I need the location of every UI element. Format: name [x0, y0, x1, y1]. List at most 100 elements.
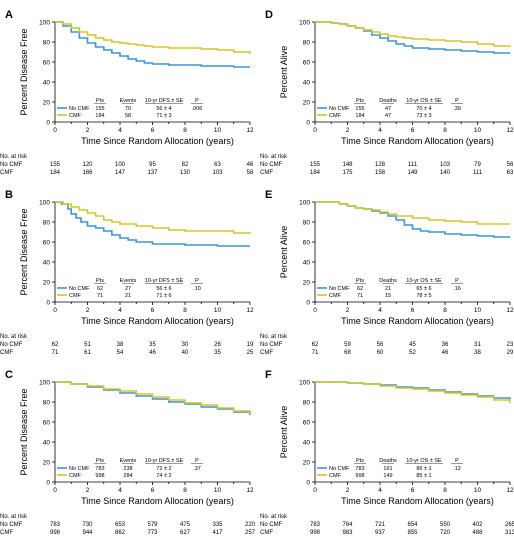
y-tick-label: 60 — [303, 240, 311, 247]
stats-cell: 149 — [383, 473, 392, 479]
stats-header: 10-yr DFS ± SE — [145, 278, 184, 284]
legend-label: CMF — [69, 113, 82, 119]
km-curve-cmf — [55, 381, 251, 414]
stats-cell: 56 ± 6 — [156, 286, 171, 292]
risk-value: 998 — [310, 530, 321, 536]
stats-header: P — [455, 458, 459, 464]
x-tick-label: 0 — [53, 487, 57, 494]
x-tick-label: 6 — [411, 307, 415, 314]
risk-value: 155 — [50, 162, 61, 168]
y-axis-label: Percent Disease Free — [19, 388, 29, 475]
x-axis-label: Time Since Random Allocation (years) — [81, 496, 234, 506]
stats-cell: 21 — [385, 286, 391, 292]
risk-value: 46 — [247, 162, 254, 168]
legend-label: CMF — [329, 293, 342, 299]
x-tick-label: 12 — [246, 127, 254, 134]
risk-value: 51 — [84, 342, 91, 348]
risk-row-label: No CMF — [260, 342, 283, 348]
risk-row-label: CMF — [0, 530, 13, 536]
stats-cell: 184 — [355, 113, 364, 119]
risk-value: 720 — [440, 530, 451, 536]
y-tick-label: 100 — [299, 200, 310, 207]
stats-cell: 56 ± 4 — [156, 106, 171, 112]
x-tick-label: 4 — [118, 127, 122, 134]
km-curve-cmf — [315, 381, 511, 403]
risk-value: 265 — [505, 522, 514, 528]
legend-label: CMF — [329, 113, 342, 119]
panel-letter: F — [265, 369, 272, 381]
x-tick-label: 12 — [246, 307, 254, 314]
x-tick-label: 2 — [346, 487, 350, 494]
x-tick-label: 6 — [411, 127, 415, 134]
risk-value: 783 — [310, 522, 321, 528]
legend-label: No CMF — [69, 466, 90, 472]
legend-label: No CMF — [69, 286, 90, 292]
stats-cell: .39 — [453, 106, 461, 112]
risk-value: 56 — [507, 162, 514, 168]
y-tick-label: 0 — [46, 300, 50, 307]
risk-value: 120 — [82, 162, 93, 168]
legend-label: CMF — [69, 473, 82, 479]
risk-value: 148 — [342, 162, 353, 168]
x-tick-label: 6 — [411, 487, 415, 494]
x-tick-label: 0 — [313, 487, 317, 494]
stats-cell: 161 — [383, 466, 392, 472]
legend-label: No CMF — [329, 466, 350, 472]
risk-value: 54 — [117, 350, 124, 356]
km-curve-cmf — [55, 21, 251, 54]
risk-value: 654 — [407, 522, 418, 528]
stats-header: Pts — [96, 278, 104, 284]
x-tick-label: 0 — [53, 307, 57, 314]
stats-cell: .37 — [193, 466, 201, 472]
risk-value: 59 — [344, 342, 351, 348]
x-tick-label: 2 — [346, 307, 350, 314]
km-curve-no-cmf — [55, 381, 251, 415]
risk-value: 103 — [440, 162, 451, 168]
x-tick-label: 8 — [183, 487, 187, 494]
stats-header: Pts — [96, 98, 104, 104]
stats-cell: 86 ± 1 — [416, 466, 431, 472]
stats-header: Deaths — [379, 98, 397, 104]
stats-cell: 65 ± 6 — [416, 286, 431, 292]
x-tick-label: 0 — [53, 127, 57, 134]
x-tick-label: 6 — [151, 307, 155, 314]
x-tick-label: 12 — [506, 487, 514, 494]
legend-label: CMF — [329, 473, 342, 479]
km-curve-cmf — [55, 201, 251, 234]
risk-value: 38 — [474, 350, 481, 356]
stats-header: 10-yr OS ± SE — [406, 98, 442, 104]
risk-value: 60 — [377, 350, 384, 356]
risk-value: 68 — [344, 350, 351, 356]
stats-cell: 783 — [355, 466, 364, 472]
risk-value: 579 — [147, 522, 158, 528]
risk-value: 773 — [147, 530, 158, 536]
risk-row-label: CMF — [260, 170, 273, 176]
risk-value: 550 — [440, 522, 451, 528]
legend-label: No CMF — [69, 106, 90, 112]
risk-value: 103 — [212, 170, 223, 176]
risk-value: 111 — [408, 162, 418, 168]
stats-header: Pts — [96, 458, 104, 464]
stats-header: 10-yr OS ± SE — [406, 278, 442, 284]
stats-cell: 284 — [123, 473, 132, 479]
y-tick-label: 20 — [303, 460, 311, 467]
y-tick-label: 80 — [43, 220, 51, 227]
stats-cell: 71 — [357, 293, 363, 299]
risk-value: 62 — [312, 342, 319, 348]
stats-cell: 998 — [95, 473, 104, 479]
risk-value: 35 — [149, 342, 156, 348]
x-tick-label: 2 — [346, 127, 350, 134]
x-tick-label: 2 — [86, 487, 90, 494]
y-tick-label: 80 — [303, 220, 311, 227]
risk-value: 61 — [84, 350, 91, 356]
y-tick-label: 60 — [303, 420, 311, 427]
y-tick-label: 40 — [43, 80, 51, 87]
panel-f: F 0 20 40 60 80 100 0 2 4 6 8 10 12 Percent Alive Time … — [260, 369, 514, 536]
risk-value: 71 — [52, 350, 59, 356]
risk-value: 82 — [182, 162, 189, 168]
risk-value: 100 — [115, 162, 126, 168]
stats-cell: 85 ± 1 — [416, 473, 431, 479]
stats-header: 10-yr OS ± SE — [406, 458, 442, 464]
km-curve-cmf — [315, 21, 511, 47]
